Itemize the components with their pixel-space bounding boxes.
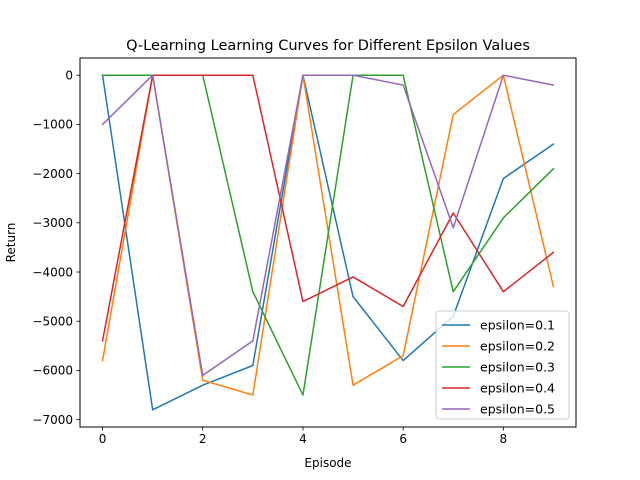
x-tick-label: 4 [299, 432, 307, 446]
y-axis-title: Return [4, 223, 18, 263]
chart-title: Q-Learning Learning Curves for Different… [126, 38, 530, 54]
y-tick-label: −3000 [32, 216, 73, 230]
legend-label-1: epsilon=0.1 [480, 318, 555, 333]
legend-label-5: epsilon=0.5 [480, 402, 555, 417]
series-line-4 [101, 74, 555, 342]
series-layer [101, 74, 555, 411]
y-tick-label: −5000 [32, 315, 73, 329]
y-tick-label: 0 [65, 69, 73, 83]
y-tick-label: −4000 [32, 265, 73, 279]
x-axis: 0 2 4 6 8 [99, 427, 507, 446]
y-tick-label: −1000 [32, 118, 73, 132]
y-tick-label: −2000 [32, 167, 73, 181]
x-tick-label: 8 [500, 432, 508, 446]
x-tick-label: 6 [399, 432, 407, 446]
legend: epsilon=0.1 epsilon=0.2 epsilon=0.3 epsilon… [435, 310, 570, 420]
x-tick-label: 0 [99, 432, 107, 446]
y-axis: 0 −1000 −2000 −3000 −4000 −5000 −6000 −7000 [32, 69, 80, 427]
legend-label-3: epsilon=0.3 [480, 360, 555, 375]
y-tick-label: −6000 [32, 364, 73, 378]
legend-label-4: epsilon=0.4 [480, 381, 555, 396]
series-line-5 [101, 74, 555, 377]
series-line-1 [101, 74, 555, 411]
plot-area-frame [79, 57, 577, 428]
x-axis-title: Episode [304, 456, 351, 470]
legend-box [435, 310, 570, 420]
x-tick-label: 2 [199, 432, 207, 446]
y-tick-label: −7000 [32, 413, 73, 427]
legend-label-2: epsilon=0.2 [480, 339, 555, 354]
